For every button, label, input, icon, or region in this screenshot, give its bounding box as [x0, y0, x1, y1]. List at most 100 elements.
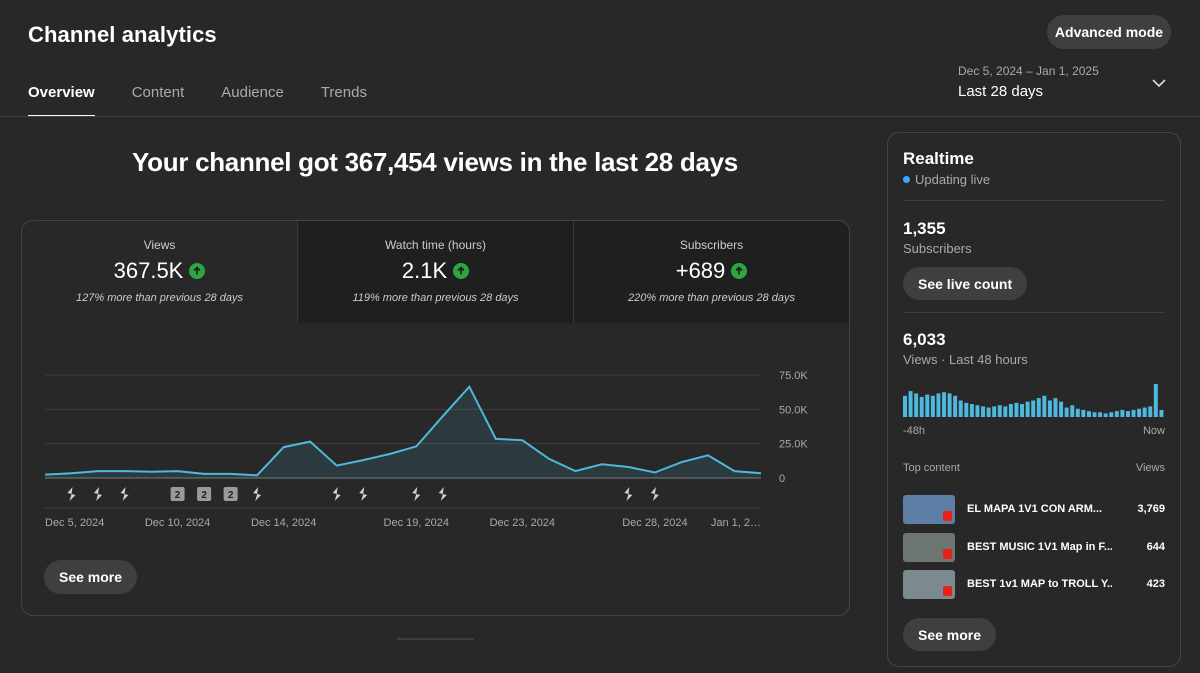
- sparkline-bar: [1014, 402, 1019, 417]
- sparkline-bar: [1008, 404, 1013, 417]
- shorts-marker-icon: [253, 487, 262, 501]
- top-content-item[interactable]: BEST 1v1 MAP to TROLL Y... 423: [903, 568, 1165, 600]
- views-chart: 75.0K 50.0K 25.0K 0 2 2 2 Dec 5, 2024 Dec 10, 20…: [44, 370, 808, 529]
- metric-tab-watch-time[interactable]: Watch time (hours) 2.1K 119% more than p…: [297, 221, 573, 323]
- tab-overview[interactable]: Overview: [28, 84, 95, 117]
- metric-tab-subscribers[interactable]: Subscribers +689 220% more than previous…: [573, 221, 849, 323]
- sparkline-end-label: Now: [1142, 425, 1165, 437]
- sparkline-bar: [919, 396, 924, 417]
- y-tick-label: 0: [779, 473, 785, 485]
- top-content-item[interactable]: BEST MUSIC 1V1 Map in F... 644: [903, 531, 1165, 563]
- shorts-marker-icon: [94, 487, 103, 501]
- sparkline-bar: [975, 405, 980, 417]
- upload-count-label: 2: [201, 490, 207, 501]
- upload-count-marker: [197, 487, 212, 501]
- sparkline-bar: [947, 393, 952, 417]
- sparkline-bar: [1120, 409, 1125, 417]
- overview-chart-card: Views 367.5K 127% more than previous 28 …: [21, 220, 850, 616]
- shorts-marker-icon: [359, 487, 368, 501]
- top-content-item[interactable]: EL MAPA 1V1 CON ARM... 3,769: [903, 493, 1165, 525]
- see-more-button[interactable]: See more: [44, 560, 138, 594]
- chevron-down-icon[interactable]: [1151, 77, 1167, 89]
- upload-count-label: 2: [228, 490, 234, 501]
- divider: [903, 312, 1165, 313]
- metric-label: Watch time (hours): [385, 238, 486, 252]
- sparkline-bar: [1114, 411, 1119, 417]
- sparkline-bar: [992, 406, 997, 417]
- arrow-up-icon: [189, 263, 206, 279]
- realtime-views-sparkline: [903, 384, 1164, 417]
- divider: [903, 200, 1165, 201]
- arrow-up-icon: [453, 263, 470, 279]
- y-tick-label: 50.0K: [779, 404, 808, 416]
- top-content-label: Top content: [903, 462, 960, 474]
- header-divider: [0, 116, 1200, 117]
- sparkline-bar: [1070, 405, 1075, 417]
- arrow-up-icon: [731, 263, 748, 279]
- sparkline-bar: [1064, 407, 1069, 417]
- x-tick-label: Jan 1, 2…: [711, 517, 761, 529]
- metric-change: 119% more than previous 28 days: [352, 292, 519, 304]
- video-thumbnail: [903, 532, 955, 562]
- date-range-preset: Last 28 days: [958, 83, 1044, 100]
- sparkline-bar: [1053, 398, 1058, 417]
- metric-tabs: Views 367.5K 127% more than previous 28 …: [22, 221, 849, 323]
- sparkline-bar: [1003, 406, 1008, 417]
- metric-value: +689: [675, 258, 726, 283]
- upload-count-marker: [170, 487, 185, 501]
- y-tick-label: 75.0K: [779, 370, 808, 382]
- top-content-views-header: Views: [1135, 462, 1165, 474]
- realtime-subscribers-label: Subscribers: [903, 241, 972, 256]
- x-tick-label: Dec 19, 2024: [384, 517, 449, 529]
- sparkline-bar: [986, 407, 991, 417]
- sparkline-bar: [1031, 400, 1036, 417]
- top-content-title: EL MAPA 1V1 CON ARM...: [967, 503, 1103, 515]
- views-line: [44, 384, 762, 477]
- tab-trends[interactable]: Trends: [320, 84, 367, 101]
- metric-value: 367.5K: [113, 258, 184, 283]
- top-content-views: 644: [1146, 541, 1165, 553]
- sparkline-bar: [1020, 404, 1025, 417]
- video-thumbnail: [903, 569, 955, 599]
- views-area: [45, 386, 761, 478]
- metric-tab-views[interactable]: Views 367.5K 127% more than previous 28 …: [22, 221, 297, 323]
- metric-change: 127% more than previous 28 days: [76, 292, 243, 304]
- realtime-title: Realtime: [903, 149, 974, 168]
- sparkline-bar: [1125, 411, 1130, 417]
- shorts-badge-icon: [943, 548, 952, 559]
- see-live-count-button[interactable]: See live count: [903, 267, 1028, 300]
- sparkline-bar: [1148, 406, 1153, 417]
- sparkline-bar: [942, 392, 946, 417]
- video-thumbnail: [903, 494, 955, 524]
- x-tick-label: Dec 23, 2024: [490, 517, 555, 529]
- shorts-marker-icon: [332, 487, 341, 501]
- realtime-see-more-button[interactable]: See more: [903, 618, 997, 651]
- sparkline-bar: [925, 394, 930, 417]
- tab-audience[interactable]: Audience: [221, 84, 284, 101]
- upload-count-label: 2: [175, 490, 181, 501]
- tab-content[interactable]: Content: [131, 84, 185, 101]
- live-dot-icon: [903, 176, 910, 183]
- sparkline-bar: [1059, 401, 1064, 417]
- x-tick-label: Dec 28, 2024: [622, 517, 687, 529]
- date-range-selector[interactable]: Dec 5, 2024 – Jan 1, 2025 Last 28 days: [958, 64, 1099, 100]
- shorts-marker-icon: [412, 487, 421, 501]
- tab-bar: Overview Content Audience Trends: [28, 84, 404, 117]
- realtime-card: Realtime Updating live 1,355 Subscribers…: [887, 132, 1181, 667]
- sparkline-bar: [1131, 409, 1136, 417]
- top-content-views: 3,769: [1137, 503, 1165, 515]
- realtime-views-label: Views · Last 48 hours: [903, 352, 1028, 367]
- upload-count-marker: [223, 487, 238, 501]
- x-tick-label: Dec 10, 2024: [145, 517, 210, 529]
- shorts-badge-icon: [943, 510, 952, 521]
- advanced-mode-button[interactable]: Advanced mode: [1047, 15, 1171, 49]
- shorts-marker-icon: [650, 487, 659, 501]
- sparkline-bar: [964, 402, 969, 417]
- shorts-marker-icon: [438, 487, 447, 501]
- metric-label: Subscribers: [679, 238, 744, 252]
- shorts-marker-icon: [624, 487, 633, 501]
- sparkline-bar: [1137, 408, 1142, 417]
- sparkline-bar: [1081, 409, 1086, 417]
- views-headline: Your channel got 367,454 views in the la…: [132, 147, 738, 177]
- sparkline-bar: [1042, 395, 1047, 417]
